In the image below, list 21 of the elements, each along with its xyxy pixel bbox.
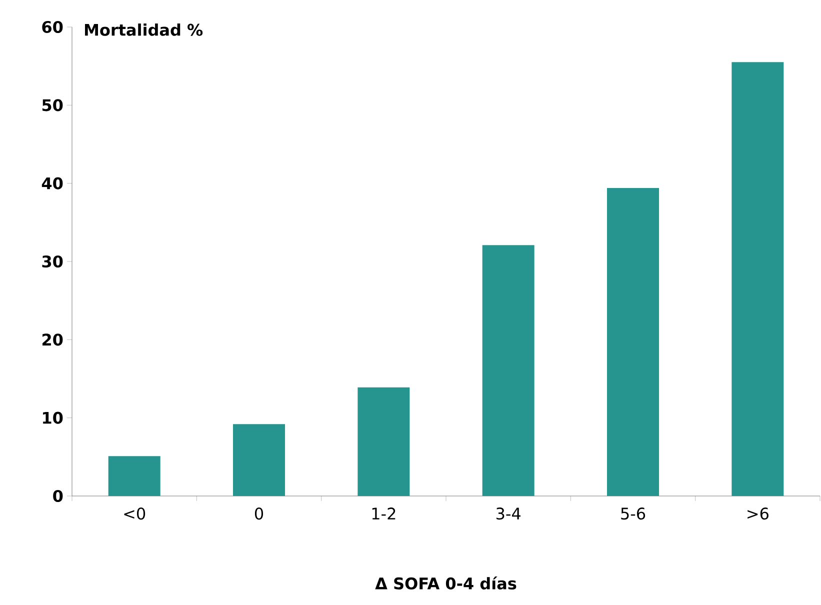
y-tick-label: 40 [42,177,63,190]
bar [108,456,160,496]
y-tick-label: 10 [43,412,63,424]
y-tick-label: 50 [42,99,63,112]
y-tick-label: 0 [53,490,63,502]
x-tick-label: <0 [124,508,146,520]
bar [607,188,660,496]
x-tick-label: 0 [254,508,264,520]
bar [482,245,534,496]
y-tick-label: 60 [42,20,63,34]
y-tick-label: 20 [42,334,63,346]
x-tick-label: 5-6 [621,508,646,520]
y-tick-label: 30 [42,255,63,268]
y-axis-title: Mortalidad % [85,24,203,36]
bar [732,62,784,496]
x-tick-label: 1-2 [372,508,396,520]
x-axis-title: Δ SOFA 0-4 días [375,576,516,590]
x-tick-label: >6 [748,508,768,520]
bar [233,424,286,496]
bar [358,387,410,496]
x-tick-label: 3-4 [496,508,521,520]
